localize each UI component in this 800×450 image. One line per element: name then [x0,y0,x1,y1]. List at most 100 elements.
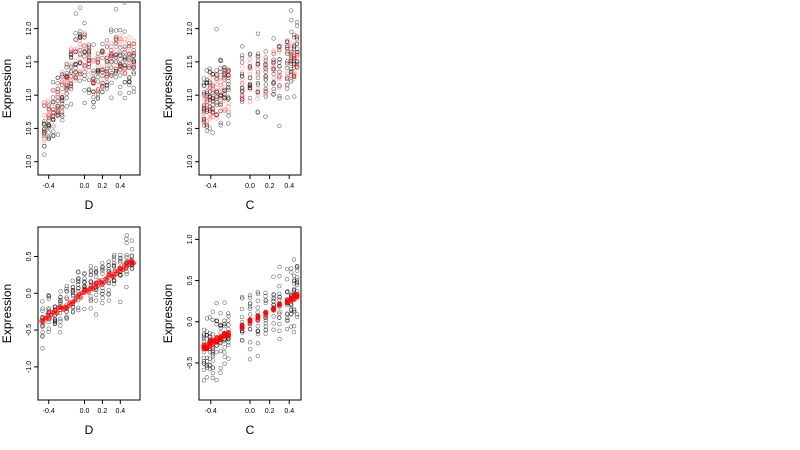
observed-point [277,315,282,320]
observed-point [100,84,105,89]
chart-panel-1: -0.4 0.0 0.2 0.4 10.0 10.5 11.0 11.5 12.0 D Expres… [0,1,141,212]
fitted-point [218,75,223,81]
observed-point [285,43,290,48]
observed-point [131,89,136,95]
fitted-point [127,51,132,57]
fitted-point [113,48,119,53]
observed-point [222,321,227,327]
observed-point [247,347,253,352]
observed-point [106,267,111,272]
observed-point [263,77,268,82]
observed-point [76,270,81,275]
observed-point [210,130,215,135]
fitted-point [218,80,223,85]
observed-point [255,353,260,359]
observed-point [73,37,78,42]
fitted-point [127,43,132,49]
fitted-point [68,47,74,53]
observed-point [255,331,261,337]
observed-point [55,99,60,104]
fitted-point [104,62,110,68]
fitted-point [95,56,101,62]
fitted-point [46,104,51,110]
observed-point [46,136,52,142]
fitted-point [99,64,105,70]
fitted-point [288,77,294,83]
fitted-point [204,121,210,127]
x-tick-label: 0.0 [80,183,90,190]
fitted-point [77,61,83,67]
observed-point [95,59,101,64]
observed-point [104,83,110,88]
fitted-point [247,66,253,71]
observed-point [95,68,101,74]
observed-point [118,299,123,305]
observed-point [122,3,127,5]
fitted-point [131,38,137,44]
fitted-point [77,69,83,75]
observed-point [294,61,300,67]
observed-point [70,278,75,283]
observed-point [131,64,137,70]
fitted-point [100,81,105,86]
fitted-point [239,81,245,86]
fitted-point [68,74,74,79]
observed-point [255,341,261,346]
fitted-point [131,63,136,68]
observed-point [91,104,96,110]
observed-point [46,319,51,325]
observed-point [93,298,99,303]
observed-point [112,252,117,258]
fitted-point [271,307,276,313]
fitted-point [277,303,282,309]
observed-point [277,64,282,69]
observed-point [218,108,223,114]
observed-point [109,95,114,100]
fitted-point [285,37,290,43]
fitted-point [95,70,101,75]
observed-point [94,274,99,280]
observed-point [77,32,83,37]
observed-point [255,70,261,75]
observed-point [68,102,74,107]
fitted-point [239,95,245,101]
fitted-point [55,107,61,113]
fitted-point [127,53,132,58]
fitted-point [86,67,92,73]
fitted-point [55,97,60,103]
fitted-point [292,61,297,67]
observed-point [222,75,227,80]
observed-point [214,301,219,306]
x-tick-label: 0.0 [245,183,255,190]
observed-point [42,128,47,133]
observed-point [247,52,253,57]
observed-point [112,278,117,284]
observed-point [77,78,83,83]
observed-point [295,46,300,51]
fitted-point [95,56,101,62]
fitted-point [214,82,220,87]
observed-point [291,46,297,51]
observed-point [104,80,110,85]
observed-point [73,61,78,67]
fitted-point [131,61,137,66]
observed-point [204,99,210,104]
fitted-point [82,62,87,68]
observed-point [214,68,219,73]
observed-point [214,94,219,99]
observed-point [46,296,51,301]
observed-point [294,314,300,320]
fitted-point [222,67,227,73]
fitted-point [210,114,215,120]
observed-point [210,375,215,381]
fitted-point [131,41,136,47]
observed-point [255,110,260,115]
fitted-point [291,56,297,62]
y-tick-label: 11.0 [26,88,33,101]
fitted-point [131,51,137,57]
observed-point [289,18,294,23]
observed-point [263,63,268,68]
observed-point [127,43,132,49]
fitted-point [60,89,65,95]
observed-point [69,64,74,70]
